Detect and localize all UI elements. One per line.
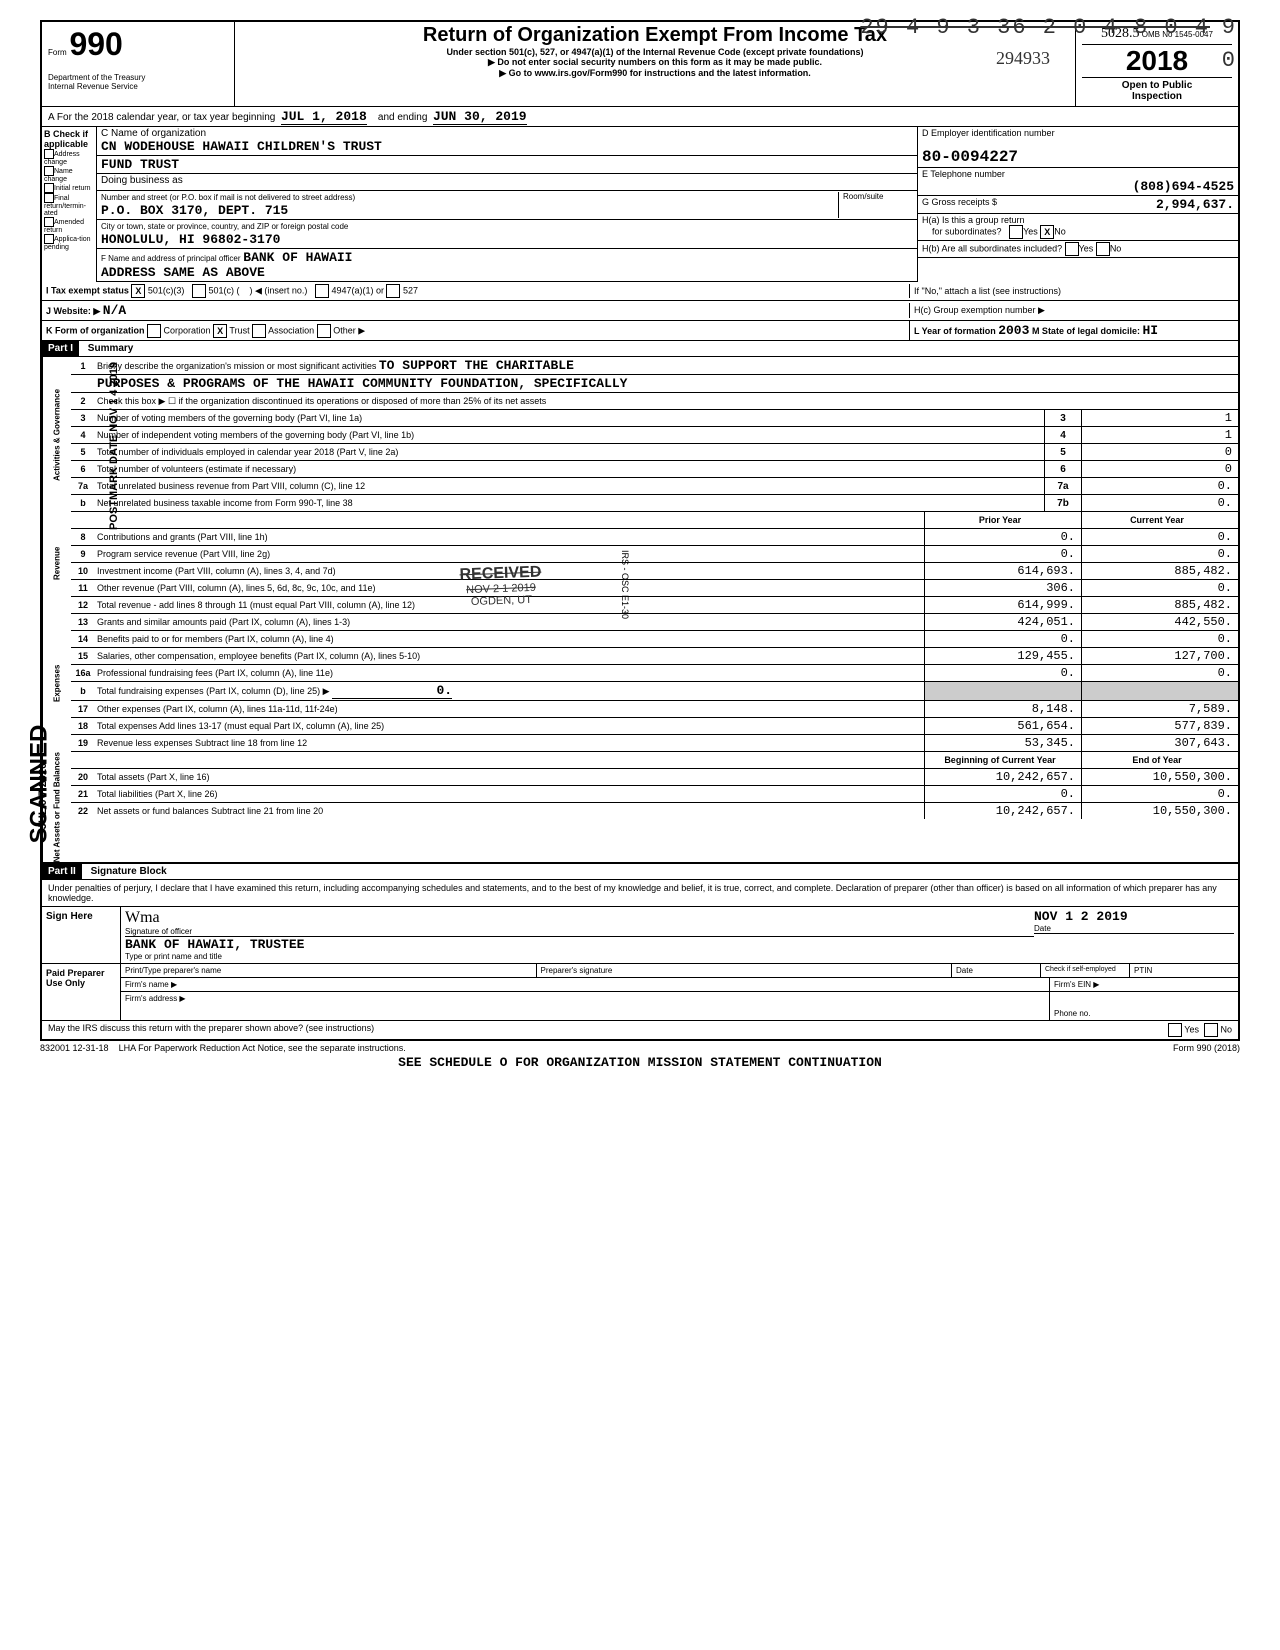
form-number-box: Form 990 Department of the Treasury Inte… (42, 22, 235, 106)
perjury-declaration: Under penalties of perjury, I declare th… (42, 880, 1238, 907)
goto-note: ▶ Go to www.irs.gov/Form990 for instruct… (241, 68, 1069, 79)
officer-name: BANK OF HAWAII (243, 250, 352, 265)
part2-header: Part II (42, 864, 82, 879)
ein-row: D Employer identification number 80-0094… (918, 127, 1238, 168)
c-label: C Name of organization (101, 128, 206, 139)
form-subtitle: Under section 501(c), 527, or 4947(a)(1)… (241, 47, 1069, 57)
row-k: K Form of organization Corporation X Tru… (42, 321, 1238, 341)
row-a: A For the 2018 calendar year, or tax yea… (40, 106, 1240, 127)
fund-row: FUND TRUST (97, 156, 917, 174)
received-stamp: RECEIVED NOV 2 1 2019 OGDEN, UT (459, 564, 542, 609)
footer-form: Form 990 (2018) (1173, 1043, 1240, 1053)
dept-treasury: Department of the Treasury (48, 73, 228, 82)
irs-osc-stamp: IRS - OSC E1-30 (620, 550, 630, 619)
gross-row: G Gross receipts $ 2,994,637. (918, 196, 1238, 214)
paid-preparer-label: Paid Preparer Use Only (42, 964, 121, 1020)
tax-year-end: JUN 30, 2019 (433, 109, 527, 125)
row-a-mid: and ending (378, 112, 428, 123)
city-state-zip: HONOLULU, HI 96802-3170 (101, 232, 280, 247)
stamp-nine: 9 (1222, 15, 1235, 40)
city-row: City or town, state or province, country… (97, 220, 917, 249)
street-row: Number and street (or P.O. box if mail i… (97, 191, 917, 220)
part2-title: Signature Block (85, 864, 173, 879)
signature-date: NOV 1 2 2019 (1034, 909, 1234, 924)
ein: 80-0094227 (922, 148, 1018, 166)
side-governance: Activities & Governance (42, 357, 71, 512)
side-net-assets: Net Assets or Fund Balances (42, 752, 71, 862)
see-schedule-o: SEE SCHEDULE O FOR ORGANIZATION MISSION … (40, 1055, 1240, 1070)
postmark-stamp: POSTMARK DATE NOV 1 4 2019 (108, 362, 120, 530)
irs-label: Internal Revenue Service (48, 82, 228, 91)
footer-code: 832001 12-31-18 (40, 1043, 109, 1053)
officer-signature-name: BANK OF HAWAII, TRUSTEE (125, 937, 1034, 952)
fund-name: FUND TRUST (101, 157, 179, 172)
side-expenses: Expenses (42, 614, 71, 752)
sign-here-label: Sign Here (42, 907, 121, 963)
phone: (808)694-4525 (922, 179, 1234, 194)
row-a-prefix: A For the 2018 calendar year, or tax yea… (48, 112, 275, 123)
hb-row: H(b) Are all subordinates included? Yes … (918, 241, 1238, 258)
footer-lha: LHA For Paperwork Reduction Act Notice, … (119, 1043, 406, 1053)
org-name: CN WODEHOUSE HAWAII CHILDREN'S TRUST (101, 139, 382, 154)
part1-title: Summary (82, 341, 140, 356)
tax-year: 2018 (1082, 45, 1232, 77)
stamp-zero: 0 (1222, 48, 1235, 73)
officer-addr: ADDRESS SAME AS ABOVE (101, 265, 265, 280)
form-prefix: Form (48, 48, 67, 57)
row-i: I Tax exempt status X 501(c)(3) 501(c) (… (42, 282, 1238, 301)
org-name-row: C Name of organization CN WODEHOUSE HAWA… (97, 127, 917, 156)
ssn-note: ▶ Do not enter social security numbers o… (241, 57, 1069, 68)
room-suite: Room/suite (838, 192, 913, 218)
part1-header: Part I (42, 341, 79, 356)
may-irs-discuss: May the IRS discuss this return with the… (48, 1023, 1168, 1037)
stamp-handwritten: 294933 (996, 48, 1050, 69)
row-j: J Website: ▶ N/A H(c) Group exemption nu… (42, 301, 1238, 321)
phone-row: E Telephone number (808)694-4525 (918, 168, 1238, 196)
ha-row: H(a) Is this a group return for subordin… (918, 214, 1238, 241)
form-number: 990 (69, 26, 122, 62)
side-revenue: Revenue (42, 512, 71, 614)
gross-receipts: 2,994,637. (997, 197, 1234, 212)
tax-year-begin: JUL 1, 2018 (281, 109, 367, 125)
street-address: P.O. BOX 3170, DEPT. 715 (101, 203, 288, 218)
dba-row: Doing business as (97, 174, 917, 191)
stamp-strikethrough: 29 4 9 3 36 2 0 4 8 0 4 (860, 15, 1210, 40)
col-b-checks: B Check if applicable Address change Nam… (42, 127, 97, 282)
officer-row: F Name and address of principal officer … (97, 249, 917, 282)
open-public: Open to Public Inspection (1082, 77, 1232, 102)
